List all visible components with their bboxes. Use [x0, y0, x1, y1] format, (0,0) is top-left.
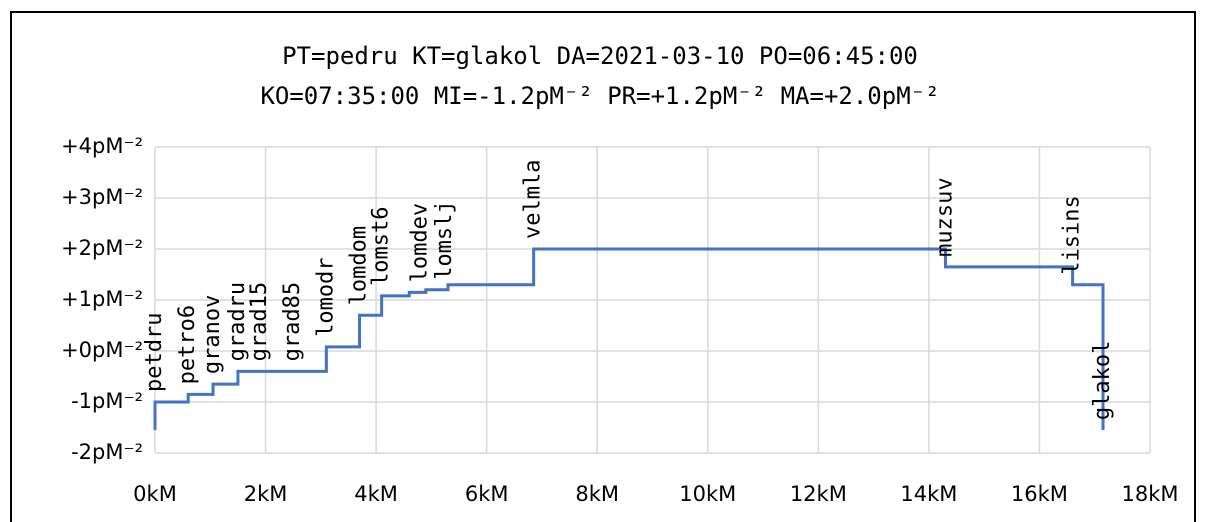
y-tick-label: +4pM⁻²	[61, 134, 143, 158]
station-label: lomdev	[407, 203, 432, 282]
station-label: lomodr	[313, 257, 338, 336]
station-label: petro6	[175, 305, 200, 384]
y-tick-label: +1pM⁻²	[61, 287, 143, 311]
y-tick-label: +2pM⁻²	[61, 236, 143, 260]
station-label: grad15	[247, 282, 272, 361]
station-label: petdru	[142, 313, 167, 392]
x-tick-label: 8kM	[575, 482, 619, 506]
x-tick-label: 6kM	[465, 482, 509, 506]
station-label: glakol	[1090, 341, 1115, 420]
y-tick-label: -2pM⁻²	[71, 440, 143, 464]
station-label: muzsuv	[932, 177, 957, 256]
x-tick-label: 4kM	[354, 482, 398, 506]
x-tick-label: 2kM	[244, 482, 288, 506]
station-label: lomst6	[369, 206, 394, 285]
step-line	[153, 247, 1105, 431]
station-label: lomslj	[432, 200, 457, 279]
x-tick-label: 12kM	[790, 482, 847, 506]
x-tick-label: 16kM	[1011, 482, 1068, 506]
station-label: granov	[200, 295, 225, 374]
y-tick-label: +3pM⁻²	[61, 185, 143, 209]
x-tick-label: 0kM	[133, 482, 177, 506]
chart-subtitle: KO=07:35:00 MI=-1.2pM⁻² PR=+1.2pM⁻² MA=+…	[260, 82, 939, 110]
station-label: lisins	[1060, 195, 1085, 274]
x-tick-label: 18kM	[1121, 482, 1178, 506]
station-label: lomdom	[347, 226, 372, 305]
x-tick-label: 14kM	[900, 482, 957, 506]
station-label: velmla	[521, 160, 546, 239]
x-tick-label: 10kM	[679, 482, 736, 506]
station-label: grad85	[280, 282, 305, 361]
chart-title: PT=pedru KT=glakol DA=2021-03-10 PO=06:4…	[282, 42, 918, 70]
station-label: gradru	[225, 282, 250, 361]
y-tick-label: -1pM⁻²	[71, 389, 143, 413]
y-tick-label: +0pM⁻²	[61, 338, 143, 362]
